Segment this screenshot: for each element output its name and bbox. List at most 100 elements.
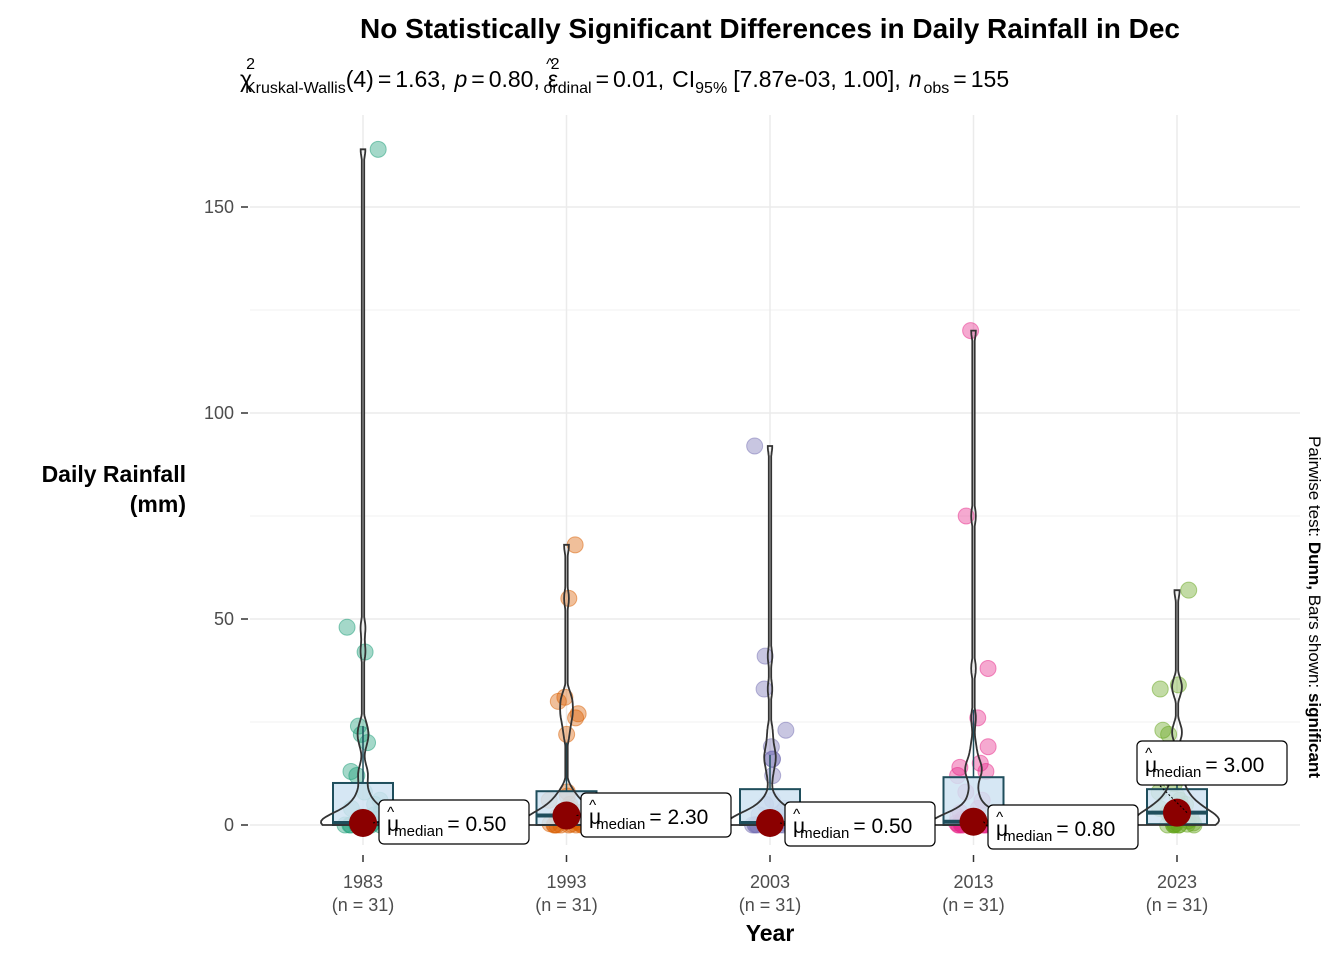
y-tick-label: 0 (224, 815, 234, 835)
median-label-text: μ^median = 0.80 (996, 809, 1115, 845)
subtitle-chi: χ (240, 66, 252, 92)
subtitle-effect-value: 0.01 (613, 66, 658, 92)
subtitle-stat-value: 1.63 (395, 66, 440, 92)
subtitle-epsilon-sub: ordinal (544, 80, 592, 97)
data-point (1151, 680, 1169, 698)
subtitle-df: (4) (346, 66, 374, 92)
y-tick-label: 50 (214, 609, 234, 629)
mu-symbol: μ (387, 813, 399, 836)
median-label-connector (372, 821, 380, 824)
data-point (979, 659, 997, 677)
median-sub: median (1003, 828, 1052, 845)
hat-symbol: ^ (589, 797, 596, 814)
caption-bars: significant (1305, 693, 1324, 778)
median-value: = 0.50 (447, 813, 506, 836)
subtitle-eq2: = (471, 66, 484, 92)
subtitle-ci-range: [7.87e-03, 1.00] (733, 66, 894, 92)
pairwise-caption: Pairwise test: Dunn, Bars shown: signifi… (1305, 436, 1324, 778)
median-sub: median (394, 823, 443, 840)
median-value: = 3.00 (1205, 754, 1264, 777)
median-label-2003: μ^median = 0.50 (779, 801, 936, 847)
median-label-text: μ^median = 3.00 (1145, 745, 1264, 781)
mu-symbol: μ (996, 818, 1008, 841)
data-point (746, 437, 764, 455)
mu-symbol: μ (1145, 754, 1157, 777)
data-point (755, 680, 773, 698)
subtitle-epsilon-hat: ^ (546, 56, 554, 73)
subtitle-comma1: , (440, 66, 446, 92)
hat-symbol: ^ (387, 804, 394, 821)
subtitle-eq3: = (596, 66, 609, 92)
x-tick-label-n: (n = 31) (535, 895, 598, 915)
median-label-box (1136, 740, 1288, 786)
median-sub: median (596, 816, 645, 833)
median-sub: median (1152, 764, 1201, 781)
subtitle-chi-sup: 2 (246, 56, 255, 73)
y-axis-title-line1: Daily Rainfall (42, 461, 186, 487)
subtitle-n-value: 155 (971, 66, 1009, 92)
subtitle-n-symbol: n (909, 66, 922, 92)
median-label-box (580, 792, 732, 838)
median-label-connector (983, 821, 989, 828)
data-point (338, 618, 356, 636)
data-point (777, 721, 795, 739)
data-point (756, 647, 774, 665)
subtitle-eq4: = (953, 66, 966, 92)
median-label-2013: μ^median = 0.80 (983, 804, 1139, 850)
median-value: = 0.80 (1056, 818, 1115, 841)
x-tick-label-n: (n = 31) (739, 895, 802, 915)
median-sub: median (800, 825, 849, 842)
x-tick-label-year: 2013 (953, 872, 993, 892)
subtitle-p-value: 0.80 (489, 66, 534, 92)
data-point (549, 692, 567, 710)
subtitle-epsilon: ε (548, 66, 558, 92)
subtitle-p-symbol: p (453, 66, 467, 92)
data-point (369, 140, 387, 158)
violin-outline (320, 148, 406, 826)
median-point (756, 808, 784, 837)
chart-title: No Statistically Significant Differences… (360, 13, 1180, 44)
group-2023 (1134, 581, 1220, 834)
median-label-box (987, 804, 1139, 850)
data-point (558, 725, 576, 743)
chart-subtitle: χ2 Kruskal-Wallis(4) = 1.63, p = 0.80, ε^2 ordin… (240, 56, 1009, 97)
x-tick-label-year: 1993 (546, 872, 586, 892)
violin-outline (727, 445, 813, 826)
median-label-text: μ^median = 2.30 (589, 797, 708, 833)
x-tick-label-n: (n = 31) (332, 895, 395, 915)
x-tick-label-year: 2003 (750, 872, 790, 892)
mu-symbol: μ (793, 815, 805, 838)
subtitle-eq1: = (378, 66, 391, 92)
median-point (349, 808, 377, 837)
x-axis: 1983 (n = 31) 1993 (n = 31) 2003 (n = 31) 2013… (332, 855, 1208, 915)
y-axis-title-line2: (mm) (130, 491, 186, 517)
data-point (979, 738, 997, 756)
subtitle-chi-sub: Kruskal-Wallis (245, 80, 346, 97)
y-tick-label: 100 (204, 403, 234, 423)
median-label-text: μ^median = 0.50 (793, 806, 912, 842)
median-point (959, 807, 988, 836)
caption-prefix: Pairwise test: (1305, 436, 1324, 542)
subtitle-ci-label: CI (672, 66, 695, 92)
y-axis: 0 50 100 150 (204, 197, 248, 835)
median-point (552, 801, 581, 830)
median-value: = 0.50 (853, 815, 912, 838)
subtitle-epsilon-sup: 2 (551, 56, 560, 73)
subtitle-ci-sub: 95% (695, 80, 727, 97)
data-point (567, 709, 585, 727)
data-point (957, 507, 975, 525)
median-label-2023: μ^median = 3.00 (1136, 740, 1288, 813)
subtitle-comma2: , (533, 66, 539, 92)
caption-test: Dunn, (1305, 542, 1324, 590)
hat-symbol: ^ (793, 806, 800, 823)
mu-symbol: μ (589, 806, 601, 829)
subtitle-comma3: , (658, 66, 664, 92)
subtitle-n-sub: obs (924, 80, 950, 97)
grid-lines (250, 115, 1300, 845)
hat-symbol: ^ (1145, 745, 1152, 762)
x-axis-title: Year (746, 920, 795, 946)
x-tick-label-year: 1983 (343, 872, 383, 892)
violin-outline (523, 543, 610, 826)
median-label-1983: μ^median = 0.50 (372, 799, 530, 845)
